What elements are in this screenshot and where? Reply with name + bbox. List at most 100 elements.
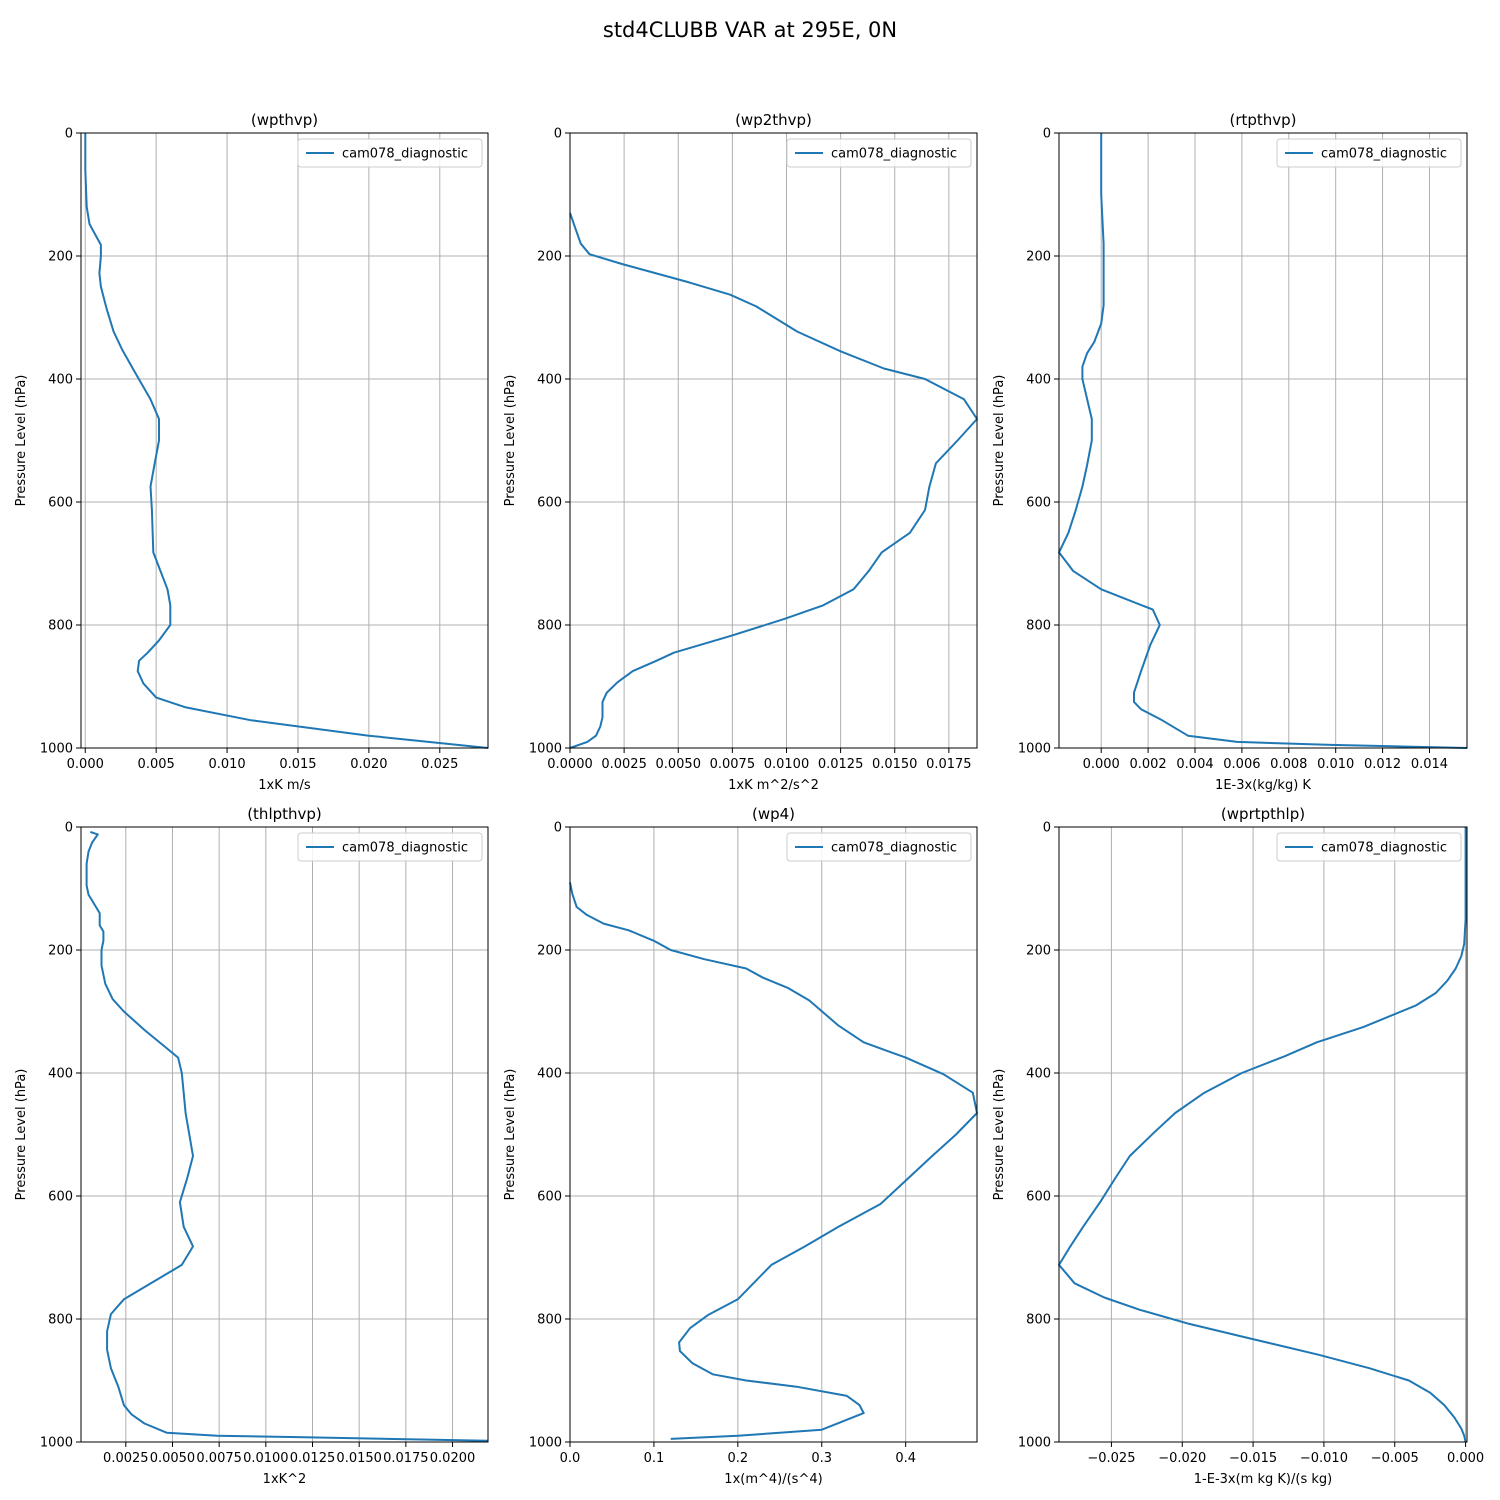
legend: cam078_diagnostic	[786, 832, 972, 862]
y-tick-label: 800	[1026, 1313, 1051, 1328]
legend-entry: cam078_diagnostic	[1321, 841, 1447, 856]
x-tick-label: 0.0100	[764, 757, 810, 772]
y-tick-label: 1000	[529, 742, 562, 757]
x-tick-label: 0.025	[421, 757, 458, 772]
x-tick-label: 0.002	[1129, 757, 1166, 772]
y-tick-label: 0	[554, 821, 562, 836]
x-tick-label: 0.020	[350, 757, 387, 772]
plot-frame	[80, 132, 489, 749]
y-tick-label: 1000	[40, 742, 73, 757]
y-tick-label: 400	[1026, 373, 1051, 388]
series-line	[569, 212, 978, 749]
y-tick-label: 800	[537, 1313, 562, 1328]
x-tick-label: 0.0100	[243, 1451, 289, 1466]
x-tick-label: −0.010	[1300, 1451, 1348, 1466]
x-tick-label: 0.015	[279, 757, 316, 772]
subplot-title: (rtpthvp)	[1229, 111, 1296, 129]
x-axis-label: 1xK m^2/s^2	[728, 778, 819, 793]
subplot-6: −0.025 −0.020 −0.015 −0.010 −0.005 0.000 0 200 4…	[992, 805, 1484, 1487]
y-tick-label: 600	[1026, 1190, 1051, 1205]
y-tick-label: 1000	[1018, 742, 1051, 757]
subplot-title: (wpthvp)	[251, 111, 318, 129]
subplot-title: (wp2thvp)	[735, 111, 812, 129]
x-tick-label: 0.006	[1223, 757, 1260, 772]
plot-frame	[569, 132, 978, 749]
plot-frame	[80, 826, 489, 1443]
y-tick-label: 800	[48, 619, 73, 634]
x-tick-label: 0.008	[1270, 757, 1307, 772]
x-tick-label: 0.000	[1083, 757, 1120, 772]
y-axis-label: Pressure Level (hPa)	[14, 1069, 29, 1201]
x-tick-label: 0.004	[1176, 757, 1213, 772]
x-tick-label: −0.005	[1371, 1451, 1419, 1466]
x-tick-label: 0.0125	[290, 1451, 336, 1466]
y-tick-label: 400	[537, 373, 562, 388]
y-tick-label: 1000	[529, 1436, 562, 1451]
y-tick-label: 200	[1026, 944, 1051, 959]
x-tick-label: 0.0150	[336, 1451, 382, 1466]
x-axis-label: 1xK m/s	[258, 778, 311, 793]
x-tick-label: 0.0025	[601, 757, 647, 772]
series-line	[1058, 133, 1468, 749]
legend: cam078_diagnostic	[786, 138, 972, 168]
subplot-5: 0.0 0.1 0.2 0.3 0.4 0 200 400 600 800 1000 (wp4) 1x(…	[503, 805, 978, 1487]
y-tick-label: 0	[65, 821, 73, 836]
y-tick-label: 400	[48, 1067, 73, 1082]
y-tick-label: 800	[1026, 619, 1051, 634]
x-tick-label: 0.014	[1411, 757, 1448, 772]
x-tick-label: −0.025	[1087, 1451, 1135, 1466]
x-tick-label: 0.0	[560, 1451, 581, 1466]
legend-entry: cam078_diagnostic	[342, 147, 468, 162]
x-tick-label: 0.0075	[196, 1451, 242, 1466]
y-tick-label: 200	[537, 944, 562, 959]
x-axis-label: 1E-3x(kg/kg) K	[1215, 778, 1311, 793]
y-tick-label: 600	[1026, 496, 1051, 511]
y-axis-label: Pressure Level (hPa)	[14, 375, 29, 507]
series-line	[1058, 827, 1467, 1443]
x-axis-label: 1xK^2	[263, 1472, 307, 1487]
subplot-grid: 0.000 0.005 0.010 0.015 0.020 0.0250200400600…	[14, 111, 1484, 1487]
y-axis-label: Pressure Level (hPa)	[992, 375, 1007, 507]
legend-entry: cam078_diagnostic	[1321, 147, 1447, 162]
x-tick-label: −0.015	[1229, 1451, 1277, 1466]
y-tick-label: 200	[1026, 250, 1051, 265]
y-axis-label: Pressure Level (hPa)	[503, 1069, 518, 1201]
y-tick-label: 600	[537, 1190, 562, 1205]
x-tick-label: 0.000	[1447, 1451, 1484, 1466]
y-tick-label: 200	[48, 250, 73, 265]
legend: cam078_diagnostic	[297, 138, 483, 168]
y-tick-label: 0	[65, 127, 73, 142]
legend-box	[297, 138, 483, 168]
y-tick-label: 800	[537, 619, 562, 634]
legend: cam078_diagnostic	[1276, 832, 1462, 862]
subplot-title: (wp4)	[752, 805, 795, 823]
x-tick-label: 0.4	[895, 1451, 916, 1466]
series-line	[569, 882, 978, 1440]
y-tick-label: 200	[48, 944, 73, 959]
y-tick-label: 400	[1026, 1067, 1051, 1082]
x-tick-label: 0.0150	[872, 757, 918, 772]
y-axis-label: Pressure Level (hPa)	[503, 375, 518, 507]
legend-box	[786, 832, 972, 862]
x-tick-label: 0.0075	[710, 757, 756, 772]
x-tick-label: −0.020	[1158, 1451, 1206, 1466]
y-tick-label: 0	[1043, 821, 1051, 836]
y-tick-label: 400	[48, 373, 73, 388]
figure-title: std4CLUBB VAR at 295E, 0N	[603, 18, 897, 42]
x-tick-label: 0.2	[727, 1451, 748, 1466]
legend-entry: cam078_diagnostic	[342, 841, 468, 856]
legend-box	[786, 138, 972, 168]
x-tick-label: 0.0175	[926, 757, 972, 772]
x-tick-label: 0.1	[644, 1451, 665, 1466]
x-tick-label: 0.005	[138, 757, 175, 772]
x-tick-label: 0.010	[1317, 757, 1354, 772]
y-tick-label: 1000	[1018, 1436, 1051, 1451]
subplot-4: 0.0025 0.0050 0.0075 0.0100 0.0125 0.0150 0.01…	[14, 805, 489, 1487]
legend: cam078_diagnostic	[1276, 138, 1462, 168]
subplot-3: 0.000 0.002 0.004 0.006 0.008 0.010 0.012 0.014…	[992, 111, 1468, 793]
x-tick-label: 0.0025	[103, 1451, 149, 1466]
y-tick-label: 0	[554, 127, 562, 142]
plot-frame	[1058, 826, 1468, 1443]
legend-entry: cam078_diagnostic	[831, 841, 957, 856]
y-tick-label: 1000	[40, 1436, 73, 1451]
